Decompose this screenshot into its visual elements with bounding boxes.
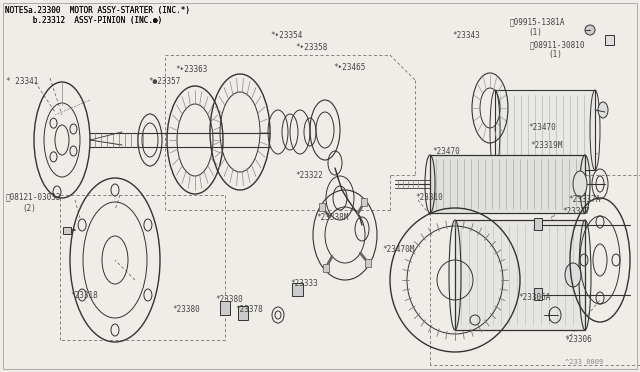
Text: ^233 0009: ^233 0009: [565, 359, 604, 365]
Text: (1): (1): [548, 51, 562, 60]
Ellipse shape: [598, 102, 608, 118]
Text: *23380: *23380: [215, 295, 243, 305]
Text: * 23341: * 23341: [6, 77, 38, 87]
Bar: [238, 306, 248, 320]
Bar: [455, 220, 585, 330]
Text: *23337: *23337: [562, 206, 589, 215]
Bar: [220, 301, 230, 315]
Text: b.23312  ASSY-PINION (INC.●): b.23312 ASSY-PINION (INC.●): [5, 16, 163, 25]
Text: ⒲08121-03033: ⒲08121-03033: [6, 192, 61, 202]
Text: *‣23465: *‣23465: [333, 64, 365, 73]
Text: *23338M: *23338M: [316, 214, 348, 222]
Bar: [63, 227, 71, 234]
Text: b.23312  ASSY-PINION (INC.●): b.23312 ASSY-PINION (INC.●): [5, 16, 163, 25]
Bar: [292, 283, 303, 296]
Text: *‣23354: *‣23354: [270, 31, 302, 39]
Text: *23306A: *23306A: [518, 294, 550, 302]
Text: NOTESa.23300  MOTOR ASSY-STARTER (INC.*): NOTESa.23300 MOTOR ASSY-STARTER (INC.*): [5, 6, 190, 15]
Bar: [605, 35, 614, 45]
Text: *23310: *23310: [415, 192, 443, 202]
Bar: [534, 288, 542, 300]
Bar: [362, 198, 367, 206]
Text: Ⓞ08911-30810: Ⓞ08911-30810: [530, 41, 586, 49]
Bar: [323, 264, 329, 272]
Text: *23470M: *23470M: [382, 246, 414, 254]
Text: *23318: *23318: [70, 291, 98, 299]
Text: *‣23363: *‣23363: [175, 65, 207, 74]
Text: *23306: *23306: [564, 336, 592, 344]
Text: *23470: *23470: [528, 124, 556, 132]
Text: (2): (2): [22, 203, 36, 212]
Bar: [430, 155, 585, 213]
Bar: [319, 203, 325, 211]
Text: (1): (1): [528, 29, 542, 38]
Bar: [365, 259, 371, 267]
Text: *●23357: *●23357: [148, 77, 180, 87]
Ellipse shape: [585, 25, 595, 35]
Text: *23470: *23470: [432, 148, 460, 157]
Text: *23322: *23322: [295, 170, 323, 180]
Bar: [495, 90, 595, 170]
Text: NOTESa.23300  MOTOR ASSY-STARTER (INC.*): NOTESa.23300 MOTOR ASSY-STARTER (INC.*): [5, 6, 190, 15]
Text: *23337A: *23337A: [568, 196, 600, 205]
Ellipse shape: [565, 263, 581, 287]
Bar: [534, 218, 542, 230]
Text: *‣23358: *‣23358: [295, 42, 328, 51]
Text: *23319M: *23319M: [530, 141, 563, 150]
Text: *23380: *23380: [172, 305, 200, 314]
Ellipse shape: [573, 171, 587, 197]
Text: *23333: *23333: [290, 279, 317, 288]
Text: Ⓞ09915-1381A: Ⓞ09915-1381A: [510, 17, 566, 26]
Text: *23343: *23343: [452, 31, 480, 39]
Text: *23378: *23378: [235, 305, 263, 314]
